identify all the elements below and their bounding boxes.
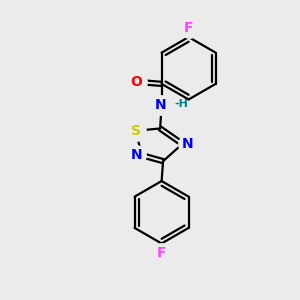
Text: F: F xyxy=(184,20,194,34)
Text: N: N xyxy=(154,98,166,112)
Text: N: N xyxy=(182,137,194,151)
Text: O: O xyxy=(131,75,142,89)
Text: S: S xyxy=(131,124,141,138)
Text: F: F xyxy=(157,246,166,260)
Text: N: N xyxy=(130,148,142,162)
Text: -H: -H xyxy=(174,99,188,110)
